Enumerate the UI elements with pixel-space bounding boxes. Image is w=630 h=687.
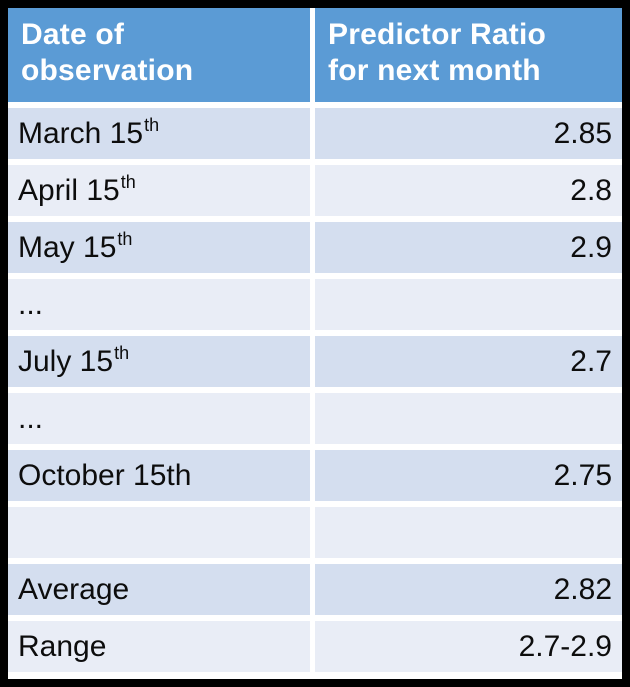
ratio-cell: 2.9	[315, 222, 622, 273]
ratio-cell	[315, 507, 622, 558]
predictor-ratio-table: Date of observation Predictor Ratio for …	[8, 8, 622, 679]
date-text: May 15	[18, 230, 117, 264]
column-header-date: Date of observation	[8, 8, 310, 102]
date-text: ...	[18, 401, 44, 435]
ratio-cell: 2.82	[315, 564, 622, 615]
ratio-cell: 2.85	[315, 108, 622, 159]
header-row: Date of observation Predictor Ratio for …	[8, 8, 622, 102]
table-row-empty	[8, 507, 622, 558]
table-row-average: Average 2.82	[8, 564, 622, 615]
ratio-cell	[315, 279, 622, 330]
date-text: July 15	[18, 344, 114, 378]
date-cell: ...	[8, 393, 310, 444]
date-cell: Range	[8, 621, 310, 672]
date-text: March 15	[18, 116, 144, 150]
date-cell: Average	[8, 564, 310, 615]
table-row-ellipsis: ...	[8, 393, 622, 444]
ratio-cell: 2.7-2.9	[315, 621, 622, 672]
ratio-cell: 2.75	[315, 450, 622, 501]
ratio-cell: 2.7	[315, 336, 622, 387]
ratio-cell	[315, 393, 622, 444]
date-text: October 15th	[18, 458, 192, 492]
table-row: October 15th 2.75	[8, 450, 622, 501]
date-text: April 15	[18, 173, 120, 207]
table-row-range: Range 2.7-2.9	[8, 621, 622, 672]
table-row-ellipsis: ...	[8, 279, 622, 330]
date-cell: October 15th	[8, 450, 310, 501]
date-text: Range	[18, 629, 107, 663]
date-cell: ...	[8, 279, 310, 330]
date-text: ...	[18, 287, 44, 321]
column-header-ratio: Predictor Ratio for next month	[315, 8, 622, 102]
date-cell	[8, 507, 310, 558]
ratio-cell: 2.8	[315, 165, 622, 216]
date-text: Average	[18, 572, 130, 606]
